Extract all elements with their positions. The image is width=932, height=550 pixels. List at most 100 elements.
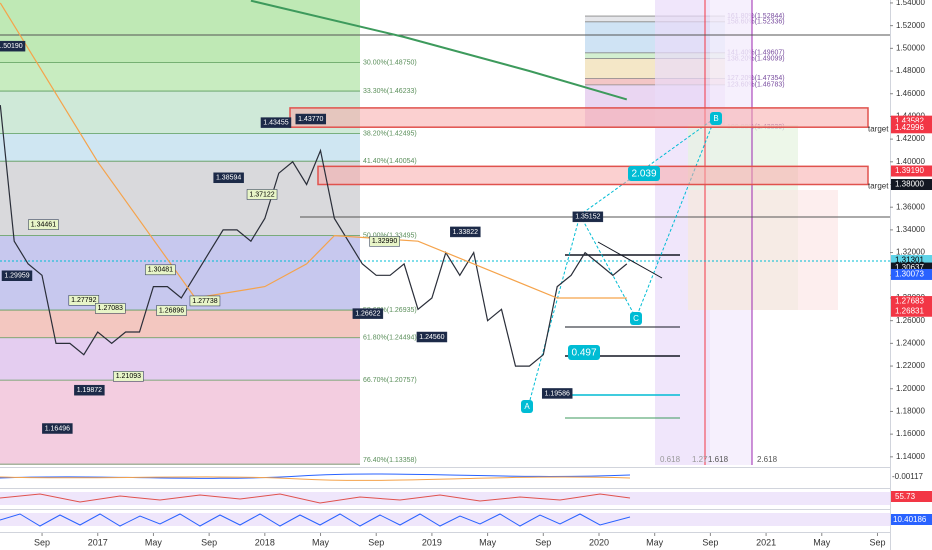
price-label-box [145,264,176,276]
price-label: 1.19586 [545,390,570,397]
x-tick-label: Sep [34,537,50,547]
fib-band [0,464,360,465]
macd-signal [0,476,631,481]
price-label: 1.33822 [453,229,478,236]
x-tick-label: May [145,537,163,547]
indicator-value: 55.73 [895,492,916,501]
fib-band [0,380,360,465]
price-label: 1.26896 [159,307,184,314]
price-label-box [295,113,327,125]
price-badge-label: 1.38000 [895,180,924,189]
fib-label: 30.00%(1.48750) [363,59,417,66]
price-badge [891,115,932,127]
wave-label: B [713,114,718,123]
x-tick-label: 2018 [255,537,275,547]
price-badge [891,255,932,267]
indicator-value: -0.00117 [892,472,924,481]
pane-separator [0,532,890,533]
price-label: 1.21093 [116,373,141,380]
x-tick-label: May [646,537,664,547]
fib-bands: 30.00%(1.48750) 33.30%(1.46233) 38.20%(1.4… [0,0,785,465]
price-badge-label: 1.31301 [895,256,924,265]
fib-band [0,235,360,311]
price-label: 1.43770 [298,116,323,123]
y-tick-label: 1.52000 [896,21,925,30]
target-box [688,190,838,310]
x-tick-label: Sep [869,537,885,547]
price-badge-label: 1.39190 [895,166,924,175]
y-tick-label: 1.36000 [896,202,925,211]
price-badge [891,165,932,177]
y-tick-label: 1.16000 [896,429,925,438]
ratio-badge [568,345,600,360]
fib-band [0,0,360,63]
projection-level-label: 138.20%(1.49099) [727,55,785,62]
price-label: 1.43455 [263,119,288,126]
target-label: target [868,182,889,191]
price-label: 1.19872 [77,387,102,394]
price-line [0,105,628,367]
fib-label: 61.80%(1.24494) [363,335,417,342]
price-labels: 1.50190 1.43455 1.43770 1.34461 1.38594 1.371… [0,40,604,434]
pane-separator [0,488,890,489]
projection-label: 0.618 [660,455,681,464]
price-badge [891,268,932,280]
price-label-box [189,295,221,307]
fib-label: 50.00%(1.33495) [363,232,417,239]
fib-label: 58.60%(1.26935) [363,307,417,314]
price-label-box [42,423,73,434]
price-label: 1.50190 [0,43,23,50]
price-label-box [246,189,278,200]
y-tick-label: 1.24000 [896,338,925,347]
projection-label: 1.27 [692,455,708,464]
price-label-box [541,388,573,399]
price-label: 1.37122 [249,191,274,198]
price-badge [891,122,932,134]
x-tick-label: May [813,537,831,547]
axes: 1.14000 1.16000 1.18000 1.20000 1.22000 1.240… [34,0,932,547]
price-label: 1.27738 [192,298,217,305]
price-badge [891,262,932,274]
projection-level-label: 161.80%(1.52844) [727,13,785,20]
y-tick-label: 1.14000 [896,452,925,461]
y-tick-label: 1.20000 [896,384,925,393]
wave-badge [521,400,533,413]
price-label-box [113,371,144,382]
price-badge-label: 1.43582 [895,116,924,125]
projection-level-label: 127.20%(1.47354) [727,75,785,82]
moving-average [0,2,627,299]
macd-line [0,473,631,479]
price-label: 1.30481 [148,267,173,274]
x-tick-label: Sep [201,537,217,547]
price-label-box [572,211,604,223]
price-label: 1.16496 [45,425,70,432]
price-label-box [156,305,187,316]
price-label-box [352,308,384,319]
target-zone [289,107,869,128]
wave-badge [710,112,722,125]
projection-level-label: 123.60%(1.46783) [727,82,785,89]
price-label-box [450,226,481,238]
price-badge-label: 1.26831 [895,306,924,315]
pane-separator [0,467,890,468]
y-tick-label: 1.50000 [896,43,925,52]
price-label: 1.27083 [98,305,123,312]
price-label-box [0,40,26,52]
x-tick-label: May [312,537,330,547]
pane-separator [0,509,890,510]
price-label-box [416,331,448,343]
ratio-label: 2.039 [631,169,656,180]
x-tick-label: 2017 [88,537,108,547]
wave-badge [630,312,642,325]
fib-label: 76.40%(1.13358) [363,457,417,464]
projection-label: 1.618 [708,455,729,464]
price-label: 1.38594 [216,175,241,182]
x-tick-label: 2019 [422,537,442,547]
fib-label: 33.30%(1.46233) [363,88,417,95]
ratio-label: 0.497 [571,348,596,359]
target-label: target [868,124,889,133]
rsi-line [0,493,631,504]
ratio-badge [628,166,660,181]
fib-band [0,337,360,381]
